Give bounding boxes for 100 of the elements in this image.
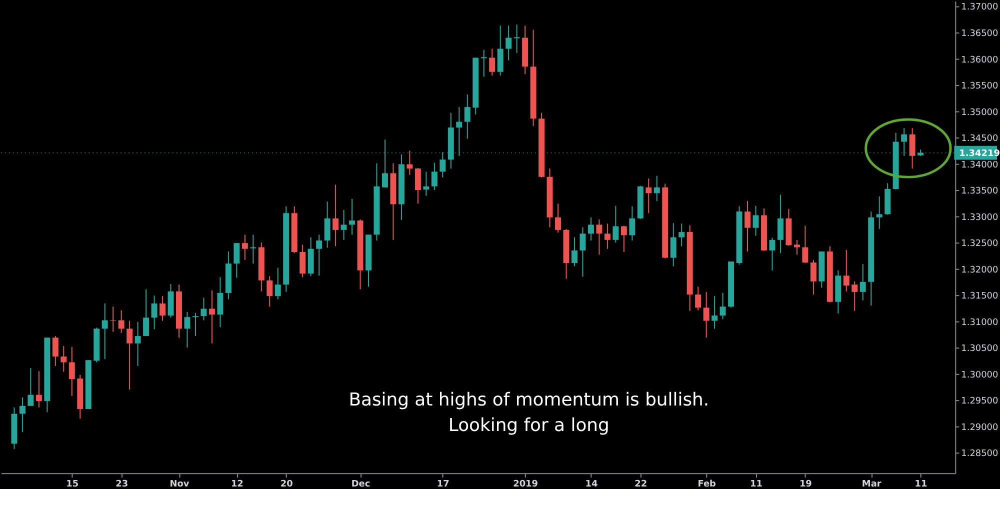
candlestick xyxy=(620,225,627,252)
candlestick xyxy=(102,302,108,360)
y-tick-label: 1.36500 xyxy=(961,28,998,39)
candlestick xyxy=(184,311,190,348)
candlestick xyxy=(744,200,750,252)
candlestick xyxy=(19,396,26,433)
candlestick xyxy=(242,234,248,260)
candlestick xyxy=(234,242,240,278)
candlestick xyxy=(612,205,619,244)
x-tick-label: 20 xyxy=(280,480,293,490)
candlestick xyxy=(670,222,676,267)
candlestick xyxy=(489,48,496,76)
candlestick xyxy=(497,25,504,76)
candlestick xyxy=(134,321,141,366)
candlestick xyxy=(572,236,578,267)
candlestick xyxy=(28,368,34,406)
candlestick xyxy=(160,296,166,322)
candlestick xyxy=(646,178,652,214)
candlestick xyxy=(60,346,67,372)
candlestick xyxy=(456,106,462,156)
y-tick-label: 1.31500 xyxy=(961,292,998,302)
candlestick xyxy=(480,49,487,78)
x-tick-label: 23 xyxy=(116,480,128,490)
x-tick-label: Dec xyxy=(351,480,370,490)
y-tick-label: 1.29000 xyxy=(961,422,998,433)
candlestick xyxy=(843,249,850,292)
candlestick xyxy=(629,206,636,241)
candlestick xyxy=(423,171,430,196)
candlestick xyxy=(110,306,116,332)
candlestick xyxy=(406,150,413,176)
x-tick-label: 19 xyxy=(799,480,812,490)
candlestick xyxy=(596,218,602,256)
candlestick xyxy=(909,128,916,169)
candlestick xyxy=(555,203,561,234)
candlestick xyxy=(678,223,685,247)
y-tick-label: 1.30500 xyxy=(961,344,998,354)
candlestick xyxy=(324,201,330,248)
candlestick xyxy=(208,290,215,344)
x-tick-label: 22 xyxy=(634,480,648,490)
y-tick-label: 1.34000 xyxy=(961,160,998,170)
x-tick-label: Mar xyxy=(862,480,882,490)
candlestick xyxy=(794,239,800,256)
candlestick xyxy=(349,198,356,236)
candlestick xyxy=(316,234,322,276)
candlestick xyxy=(860,264,866,301)
candlestick xyxy=(703,291,710,338)
candlestick xyxy=(266,276,273,308)
candlestick xyxy=(332,184,339,247)
candlestick xyxy=(464,94,470,140)
y-tick-label: 1.32000 xyxy=(961,265,998,276)
candlestick xyxy=(901,128,908,156)
candlestick xyxy=(695,286,702,311)
x-tick-label: 15 xyxy=(66,480,79,490)
candlestick xyxy=(580,226,586,278)
candlestick xyxy=(712,296,718,330)
x-tick-label: 12 xyxy=(230,480,244,490)
candlestick xyxy=(852,280,858,312)
y-tick-label: 1.30000 xyxy=(961,370,998,380)
candlestick xyxy=(810,259,816,296)
y-tick-label: 1.35000 xyxy=(961,108,998,118)
x-tick-label: 2019 xyxy=(513,480,538,490)
y-tick-label: 1.33500 xyxy=(961,186,998,197)
candlestick xyxy=(68,346,75,396)
candlestick xyxy=(192,312,198,337)
y-tick-label: 1.31000 xyxy=(961,318,998,328)
candlestick xyxy=(126,320,133,390)
candlestick xyxy=(151,295,158,330)
candlestick xyxy=(36,370,42,408)
y-tick-label: 1.35500 xyxy=(961,82,998,92)
candlestick xyxy=(300,244,306,278)
candlestick xyxy=(250,234,256,264)
candlestick xyxy=(654,175,660,202)
x-tick-label: Nov xyxy=(170,480,190,490)
candlestick xyxy=(382,139,388,188)
y-tick-label: 1.32500 xyxy=(961,239,998,250)
candlestick xyxy=(604,223,610,250)
candlestick xyxy=(414,167,421,204)
candlestick xyxy=(200,297,207,321)
x-tick-label: 11 xyxy=(914,480,928,490)
y-tick-label: 1.36000 xyxy=(961,55,998,66)
candlestick xyxy=(588,216,594,241)
candlestick xyxy=(143,288,150,337)
candlestick xyxy=(506,25,512,61)
candlestick xyxy=(802,225,808,264)
candlestick xyxy=(777,194,784,254)
candlestick xyxy=(514,24,520,54)
candlestick xyxy=(52,336,58,366)
x-tick-label: 14 xyxy=(585,480,598,490)
candlestick xyxy=(876,196,882,230)
annotation: Basing at highs of momentum is bullish. Looking for a long xyxy=(348,389,710,436)
candlestick xyxy=(431,162,438,191)
x-tick-label: Feb xyxy=(698,480,716,490)
y-tick-label: 1.34500 xyxy=(961,134,998,144)
candlestick xyxy=(217,276,224,328)
candlestick xyxy=(274,267,281,300)
candlestick xyxy=(720,292,726,320)
y-tick-label: 1.29500 xyxy=(961,396,998,407)
x-tick-label: 11 xyxy=(750,480,762,490)
candlestick xyxy=(769,237,776,271)
y-tick-label: 1.33000 xyxy=(961,212,998,223)
